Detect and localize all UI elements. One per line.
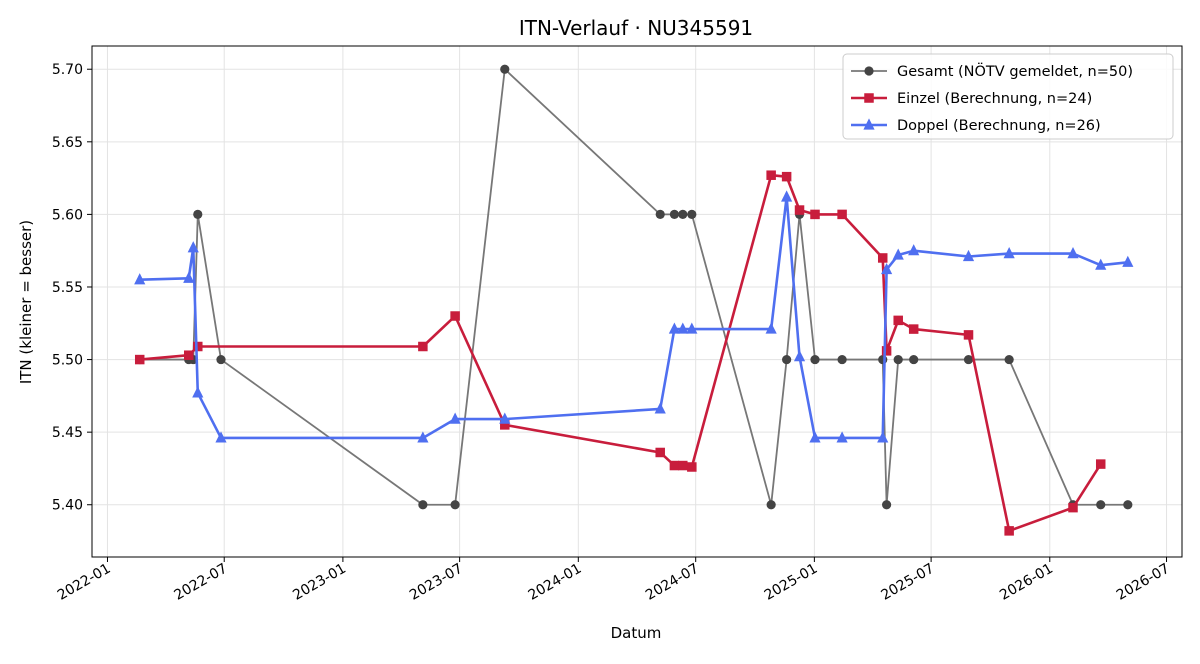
series-2-point: [450, 311, 460, 321]
series-3-point: [877, 431, 889, 443]
legend-swatch-marker: [864, 93, 874, 103]
series-1-point: [963, 354, 974, 365]
series-1-point: [655, 209, 665, 219]
series-2-point: [500, 420, 510, 430]
series-1-point: [810, 354, 820, 365]
series-3-point: [183, 271, 195, 283]
series-1-point: [766, 500, 776, 510]
series-2-point: [655, 447, 665, 458]
legend-label: Doppel (Berechnung, n=26): [897, 118, 1101, 134]
series-3-point: [134, 273, 146, 285]
y-axis-title: ITN (kleiner = besser): [17, 220, 35, 384]
y-tick-label: 5.45: [52, 425, 83, 441]
legend-swatch-marker: [864, 66, 874, 76]
legend: Gesamt (NÖTV gemeldet, n=50) Einzel (Bere…: [842, 53, 1174, 140]
legend-label: Einzel (Berechnung, n=24): [897, 91, 1092, 107]
series-3-point: [1122, 255, 1134, 267]
series-3-point: [765, 322, 777, 334]
series-3-point: [908, 244, 920, 256]
series-1-point: [500, 64, 510, 74]
series-3-point: [1003, 246, 1015, 259]
series-2-point: [877, 253, 888, 263]
series-3-line: [138, 195, 1130, 440]
series-2-point: [193, 341, 203, 352]
series-3-point: [192, 386, 204, 398]
series-3-point: [215, 431, 227, 443]
series-2: [134, 170, 1106, 536]
y-tick-label: 5.55: [52, 280, 83, 296]
series-1-point: [669, 209, 680, 219]
series-3-point: [187, 241, 199, 253]
series-2-point: [881, 346, 892, 356]
series-3-point: [686, 322, 698, 334]
series-3-point: [892, 248, 904, 260]
series-2-point: [766, 170, 776, 180]
series-1-point: [450, 500, 460, 510]
series-2-point: [908, 324, 919, 334]
series-1-point: [878, 354, 888, 365]
series-2-point: [418, 341, 428, 352]
legend-box: [842, 53, 1174, 140]
series-3-point: [1067, 246, 1079, 259]
legend-label: Gesamt (NÖTV gemeldet, n=50): [897, 62, 1133, 80]
series-2-point: [1004, 526, 1014, 536]
series-2-point: [678, 460, 688, 471]
x-axis-title: Datum: [611, 624, 662, 642]
series-1-point: [687, 209, 697, 219]
series-2-point: [1068, 502, 1078, 513]
series-1-point: [882, 500, 892, 510]
series-3-point: [499, 412, 511, 424]
series-1-point: [893, 354, 903, 365]
series-3-point: [417, 431, 429, 443]
legend-swatch-marker: [863, 118, 875, 130]
series-1-point: [678, 209, 688, 219]
series-2-point: [1095, 459, 1106, 469]
series-1-point: [1096, 500, 1106, 510]
series-2-point: [837, 209, 847, 220]
series-2-point: [963, 330, 974, 340]
series-3-point: [668, 322, 681, 334]
series-3-point: [809, 431, 821, 443]
y-tick-label: 5.60: [52, 207, 83, 223]
series-2-point: [687, 462, 697, 472]
series-2-point: [810, 209, 820, 220]
series-2-point: [781, 171, 792, 182]
series-3-point: [793, 350, 806, 362]
series-1-point: [782, 354, 792, 365]
series-3-point: [1095, 258, 1107, 270]
y-tick-label: 5.40: [52, 498, 83, 514]
series-3-point: [962, 249, 975, 262]
y-tick-label: 5.70: [52, 62, 83, 78]
series-2-point: [794, 205, 805, 215]
y-tick-label: 5.65: [52, 135, 83, 151]
series-3: [134, 190, 1134, 443]
plot-frame: [91, 45, 1183, 558]
series-1-point: [837, 354, 847, 365]
series-3-point: [781, 190, 793, 202]
series-1-point: [1004, 354, 1014, 365]
series-1-point: [418, 500, 428, 510]
series-2-point: [669, 460, 680, 471]
series-1-point: [216, 354, 226, 365]
series-1-point: [909, 354, 919, 365]
series-1-point: [193, 209, 203, 219]
series-1-point: [1123, 500, 1133, 510]
series-3-point: [449, 412, 461, 424]
series-2-point: [134, 354, 145, 365]
series-1-line: [138, 68, 1129, 506]
series-3-point: [836, 431, 848, 443]
series-layer: [134, 64, 1134, 536]
series-3-point: [881, 262, 893, 275]
series-3-point: [654, 402, 666, 414]
series-3-point: [677, 322, 689, 334]
series-2-point: [183, 350, 194, 360]
series-2-point: [893, 315, 903, 326]
y-tick-label: 5.50: [52, 353, 83, 369]
chart-title: ITN-Verlauf · NU345591: [519, 16, 753, 40]
